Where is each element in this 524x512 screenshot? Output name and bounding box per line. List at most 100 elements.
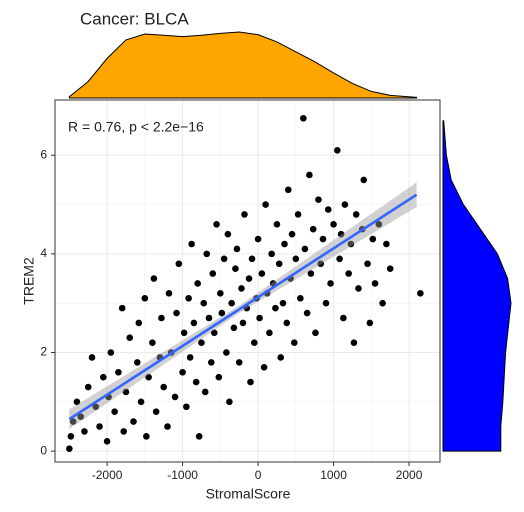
point — [130, 418, 137, 425]
point — [230, 324, 238, 332]
point — [81, 428, 88, 435]
plot-border — [54, 99, 441, 463]
point — [337, 230, 345, 238]
point — [103, 437, 111, 445]
point — [347, 240, 355, 248]
x-tick-label: 0 — [255, 468, 262, 482]
point — [260, 364, 268, 371]
point — [281, 240, 288, 248]
point — [317, 260, 325, 268]
x-tick-label: -1000 — [167, 468, 198, 482]
point — [180, 329, 188, 337]
point — [160, 383, 168, 391]
point — [247, 378, 254, 386]
point — [268, 250, 275, 258]
point — [307, 270, 315, 277]
point — [77, 413, 84, 420]
x-density — [68, 31, 418, 99]
point — [254, 235, 262, 243]
point — [360, 176, 368, 184]
point — [220, 255, 228, 263]
point — [192, 378, 200, 386]
point — [67, 433, 75, 440]
x-tick-label: 1000 — [320, 468, 347, 482]
point — [185, 294, 192, 302]
point — [284, 186, 292, 194]
point — [371, 280, 379, 287]
point — [200, 299, 208, 307]
x-tick-label: 2000 — [396, 468, 423, 482]
point — [336, 255, 343, 263]
point — [379, 299, 386, 307]
point — [324, 206, 332, 213]
point — [186, 354, 194, 361]
point — [322, 299, 330, 307]
point — [330, 220, 337, 228]
point — [238, 285, 245, 292]
point — [175, 260, 183, 268]
point — [107, 349, 115, 356]
point — [341, 201, 349, 208]
x-tick-label: -2000 — [92, 468, 123, 482]
point — [369, 235, 377, 243]
point — [283, 319, 291, 327]
point — [245, 275, 253, 282]
point — [277, 354, 285, 361]
point — [111, 408, 118, 415]
point — [226, 398, 233, 406]
point — [386, 265, 394, 272]
point — [291, 339, 298, 346]
point — [375, 220, 383, 228]
point — [143, 433, 150, 440]
point — [164, 423, 171, 430]
point — [355, 285, 362, 292]
point — [188, 240, 195, 248]
fit-line — [68, 193, 418, 421]
point — [266, 329, 273, 337]
point — [165, 290, 173, 297]
y-tick-label: 0 — [40, 443, 47, 457]
point — [256, 314, 263, 322]
point — [350, 339, 358, 346]
point — [205, 314, 213, 322]
point — [273, 220, 281, 228]
point — [66, 445, 73, 452]
point — [126, 334, 134, 342]
point — [232, 265, 239, 272]
point — [218, 309, 226, 317]
point — [158, 314, 165, 322]
point — [210, 329, 218, 337]
point — [201, 388, 209, 396]
point — [248, 255, 256, 263]
point — [301, 245, 309, 253]
point — [135, 319, 143, 327]
point — [241, 211, 248, 218]
point — [315, 196, 322, 203]
point — [352, 211, 360, 218]
x-axis-label: StromalScore — [206, 486, 291, 502]
point — [309, 225, 317, 233]
point — [150, 275, 158, 282]
point — [207, 359, 215, 366]
y-density — [442, 120, 512, 452]
point — [258, 270, 266, 277]
point — [198, 339, 205, 346]
point — [239, 319, 247, 327]
point — [100, 373, 107, 381]
point — [364, 260, 371, 268]
chart-title: Cancer: BLCA — [80, 9, 189, 28]
point — [417, 290, 424, 297]
point — [262, 201, 269, 208]
point — [194, 280, 201, 287]
y-axis-label: TREM2 — [21, 257, 37, 305]
point — [73, 398, 81, 406]
point — [84, 383, 92, 391]
point — [319, 235, 327, 243]
point — [115, 368, 122, 376]
point — [272, 304, 279, 312]
point — [217, 290, 224, 297]
point — [122, 388, 130, 396]
point — [145, 373, 152, 381]
point — [235, 359, 243, 366]
